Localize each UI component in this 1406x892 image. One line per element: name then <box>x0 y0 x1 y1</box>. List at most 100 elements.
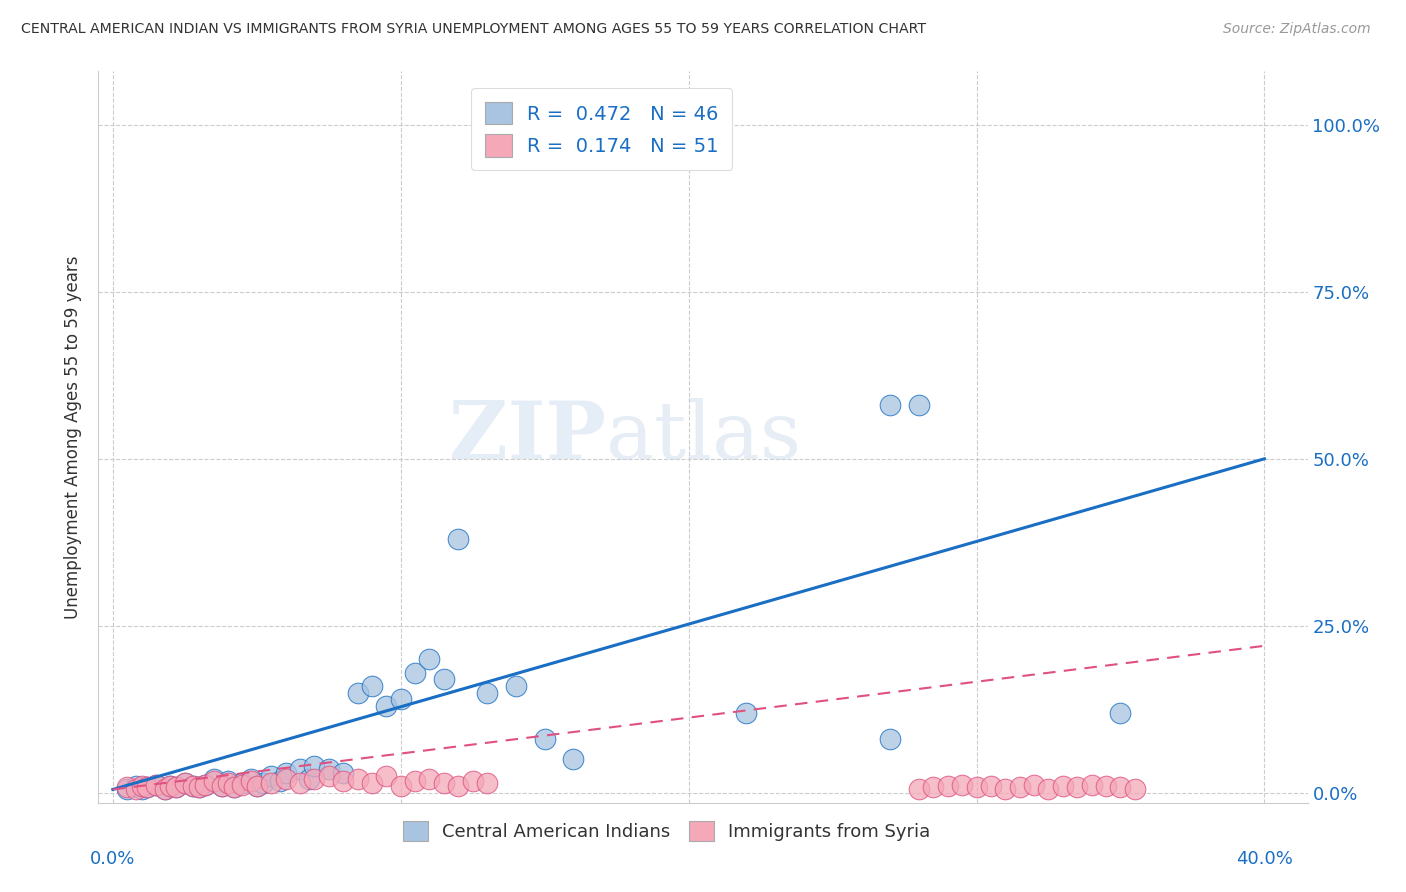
Point <box>994 782 1017 797</box>
Point <box>1052 779 1074 793</box>
Point <box>433 776 456 790</box>
Point <box>533 732 555 747</box>
Point <box>125 779 148 793</box>
Point <box>304 759 326 773</box>
Point <box>222 780 245 795</box>
Point <box>194 778 217 792</box>
Legend: Central American Indians, Immigrants from Syria: Central American Indians, Immigrants fro… <box>395 814 938 848</box>
Point <box>418 772 440 787</box>
Point <box>165 780 187 795</box>
Point <box>153 782 176 797</box>
Point <box>269 773 291 788</box>
Point <box>217 776 239 790</box>
Point <box>404 773 426 788</box>
Point <box>211 779 233 793</box>
Point <box>1066 780 1088 795</box>
Point <box>260 776 283 790</box>
Text: 40.0%: 40.0% <box>1236 849 1294 868</box>
Point <box>159 779 181 793</box>
Point <box>202 773 225 788</box>
Point <box>153 782 176 797</box>
Point <box>173 776 195 790</box>
Point <box>125 782 148 797</box>
Point <box>447 532 470 546</box>
Point <box>202 772 225 787</box>
Point <box>980 779 1002 793</box>
Point <box>274 765 297 780</box>
Point <box>922 780 945 795</box>
Point <box>222 780 245 795</box>
Point <box>115 780 138 795</box>
Point <box>361 679 384 693</box>
Point <box>246 779 269 793</box>
Text: 0.0%: 0.0% <box>90 849 135 868</box>
Point <box>332 765 354 780</box>
Point <box>217 773 239 788</box>
Point <box>936 779 959 793</box>
Point <box>304 772 326 787</box>
Point <box>136 780 159 795</box>
Point <box>375 698 398 713</box>
Point <box>505 679 527 693</box>
Point <box>447 779 470 793</box>
Point <box>375 769 398 783</box>
Point <box>950 778 973 792</box>
Point <box>240 772 263 787</box>
Point <box>389 779 412 793</box>
Text: Source: ZipAtlas.com: Source: ZipAtlas.com <box>1223 22 1371 37</box>
Y-axis label: Unemployment Among Ages 55 to 59 years: Unemployment Among Ages 55 to 59 years <box>65 255 83 619</box>
Point <box>188 780 211 795</box>
Point <box>966 780 988 795</box>
Point <box>194 778 217 792</box>
Point <box>346 772 368 787</box>
Point <box>1008 780 1031 795</box>
Point <box>131 779 153 793</box>
Point <box>231 778 253 792</box>
Point <box>188 780 211 795</box>
Point <box>908 782 931 797</box>
Point <box>361 776 384 790</box>
Point <box>183 779 205 793</box>
Point <box>389 692 412 706</box>
Point <box>1038 782 1060 797</box>
Point <box>433 672 456 686</box>
Point <box>1080 778 1102 792</box>
Point <box>735 706 758 720</box>
Point <box>606 118 628 132</box>
Point <box>475 685 498 699</box>
Point <box>159 779 181 793</box>
Point <box>260 769 283 783</box>
Point <box>165 780 187 795</box>
Point <box>879 732 901 747</box>
Point <box>274 772 297 787</box>
Point <box>131 782 153 797</box>
Point <box>136 780 159 795</box>
Point <box>115 782 138 797</box>
Point <box>297 772 319 787</box>
Point <box>145 778 167 792</box>
Point <box>252 776 274 790</box>
Point <box>1109 780 1132 795</box>
Text: CENTRAL AMERICAN INDIAN VS IMMIGRANTS FROM SYRIA UNEMPLOYMENT AMONG AGES 55 TO 5: CENTRAL AMERICAN INDIAN VS IMMIGRANTS FR… <box>21 22 927 37</box>
Point <box>1022 778 1045 792</box>
Point <box>288 763 311 777</box>
Point <box>475 776 498 790</box>
Point <box>173 776 195 790</box>
Point <box>1109 706 1132 720</box>
Text: ZIP: ZIP <box>450 398 606 476</box>
Point <box>288 776 311 790</box>
Point <box>908 398 931 412</box>
Point <box>1123 782 1146 797</box>
Point <box>318 769 340 783</box>
Point <box>461 773 484 788</box>
Point <box>562 752 585 766</box>
Point <box>879 398 901 412</box>
Point <box>246 779 269 793</box>
Point <box>332 773 354 788</box>
Text: atlas: atlas <box>606 398 801 476</box>
Point <box>404 665 426 680</box>
Point <box>231 776 253 790</box>
Point <box>211 779 233 793</box>
Point <box>183 779 205 793</box>
Point <box>346 685 368 699</box>
